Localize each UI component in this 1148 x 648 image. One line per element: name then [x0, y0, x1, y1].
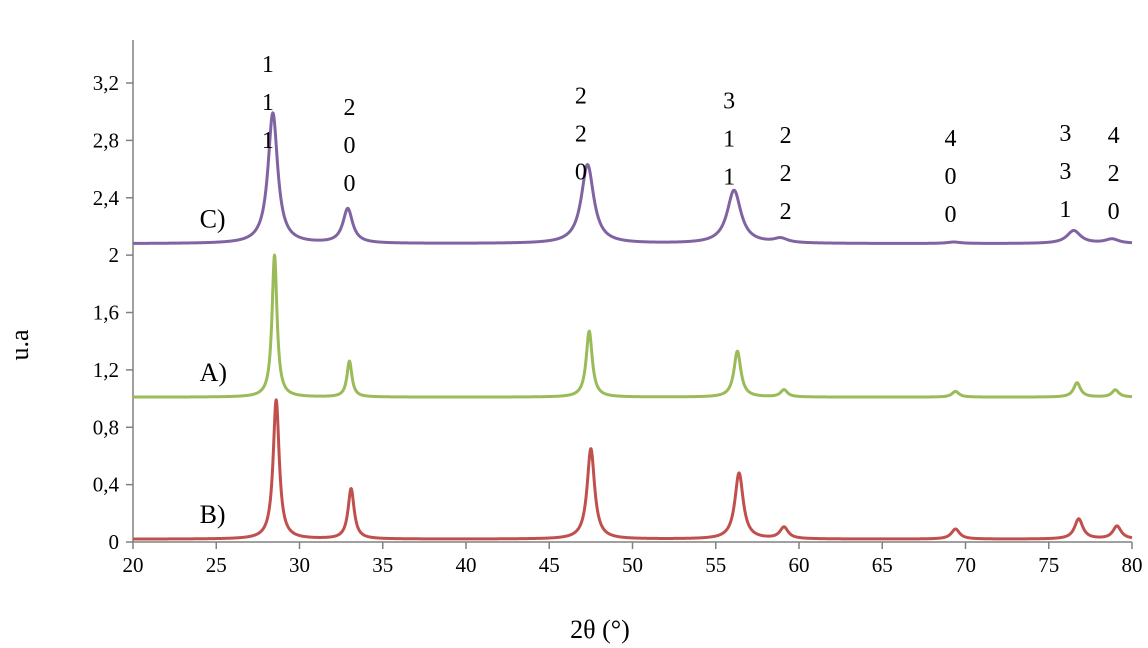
x-tick-label: 45: [539, 553, 560, 577]
x-tick-label: 60: [789, 553, 810, 577]
peak-index-digit: 2: [780, 123, 792, 149]
peak-index-digit: 4: [1108, 123, 1120, 149]
y-tick-label: 1,6: [93, 301, 119, 325]
x-tick-label: 35: [372, 553, 393, 577]
peak-index-digit: 1: [262, 90, 274, 116]
x-tick-label: 80: [1122, 553, 1143, 577]
peak-index-digit: 2: [1108, 161, 1120, 187]
peak-index-digit: 0: [945, 164, 957, 190]
peak-index-digit: 0: [1108, 199, 1120, 225]
peak-index-digit: 0: [945, 202, 957, 228]
y-tick-label: 1,2: [93, 358, 119, 382]
labels-layer: C) A) B) 1 1 1 2 0 0 2 2 0 3 1 1 2 2 2 4 0 0 3 3 1 4 2 0: [200, 52, 1120, 529]
x-tick-label: 55: [705, 553, 726, 577]
y-tick-label: 2: [109, 243, 120, 267]
series-line: [131, 253, 1134, 399]
peak-index-digit: 3: [1059, 121, 1071, 147]
peak-index-digit: 2: [780, 199, 792, 225]
peak-index-digit: 2: [575, 83, 587, 109]
x-tick-label: 30: [289, 553, 310, 577]
x-tick-label: 50: [622, 553, 643, 577]
x-tick-label: 20: [123, 553, 144, 577]
x-tick-label: 25: [206, 553, 227, 577]
peak-index-digit: 2: [780, 161, 792, 187]
y-tick-label: 0,4: [93, 473, 120, 497]
y-axis-title: u.a: [5, 329, 34, 361]
peak-index-digit: 1: [262, 52, 274, 78]
x-axis-title: 2θ (°): [570, 615, 630, 644]
series-line: [131, 111, 1134, 245]
x-tick-label: 40: [456, 553, 477, 577]
x-tick-label: 65: [872, 553, 893, 577]
series-label: B): [200, 500, 226, 529]
peak-index-digit: 3: [723, 88, 735, 114]
y-tick-label: 0,8: [93, 415, 119, 439]
peak-index-digit: 1: [1059, 197, 1071, 223]
peak-index-digit: 0: [575, 159, 587, 185]
y-tick-label: 3,2: [93, 71, 119, 95]
peak-index-digit: 4: [945, 126, 957, 152]
peak-index-digit: 1: [723, 164, 735, 190]
series-label: C): [200, 205, 226, 234]
peak-index-digit: 0: [343, 133, 355, 159]
peak-index-digit: 2: [575, 121, 587, 147]
y-tick-label: 0: [109, 530, 120, 554]
axes: 20 25 30 35 40 45 50 55 60 65 70 75 8000,40,81,21,62…: [93, 40, 1143, 577]
y-tick-label: 2,4: [93, 186, 120, 210]
series-line: [131, 398, 1134, 541]
x-tick-label: 75: [1038, 553, 1059, 577]
peak-index-digit: 3: [1059, 159, 1071, 185]
peak-index-digit: 2: [343, 95, 355, 121]
x-tick-label: 70: [955, 553, 976, 577]
series-layer: [131, 111, 1134, 541]
peak-index-digit: 1: [262, 128, 274, 154]
peak-index-digit: 0: [343, 171, 355, 197]
y-tick-label: 2,8: [93, 128, 119, 152]
series-label: A): [200, 358, 227, 387]
peak-index-digit: 1: [723, 126, 735, 152]
